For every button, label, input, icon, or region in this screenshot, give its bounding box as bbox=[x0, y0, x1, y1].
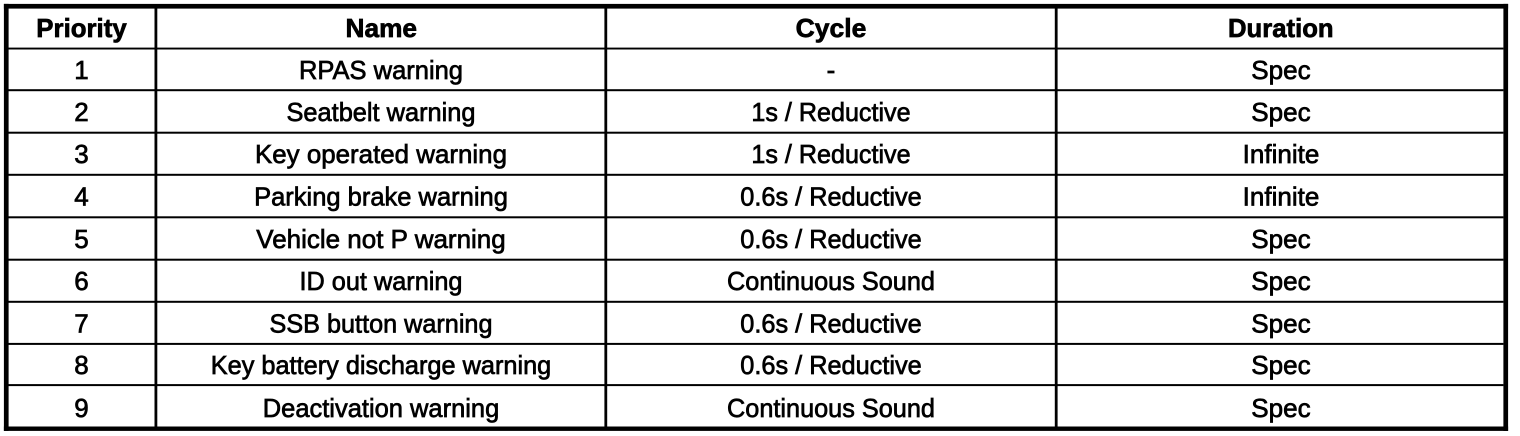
svg-text:Seatbelt warning: Seatbelt warning bbox=[287, 97, 476, 127]
svg-text:Key battery discharge warning: Key battery discharge warning bbox=[211, 350, 552, 380]
svg-text:RPAS warning: RPAS warning bbox=[299, 55, 463, 85]
svg-text:Spec: Spec bbox=[1251, 266, 1310, 296]
svg-text:0.6s / Reductive: 0.6s / Reductive bbox=[740, 308, 921, 338]
svg-text:Infinite: Infinite bbox=[1243, 182, 1320, 212]
svg-text:7: 7 bbox=[74, 308, 88, 338]
svg-text:Vehicle not P warning: Vehicle not P warning bbox=[256, 224, 505, 254]
svg-text:3: 3 bbox=[74, 139, 88, 169]
svg-text:Spec: Spec bbox=[1251, 350, 1310, 380]
svg-text:Deactivation warning: Deactivation warning bbox=[263, 393, 500, 423]
svg-text:1s / Reductive: 1s / Reductive bbox=[751, 139, 910, 169]
svg-text:2: 2 bbox=[74, 97, 88, 127]
svg-text:Continuous Sound: Continuous Sound bbox=[727, 393, 935, 423]
svg-text:Parking brake warning: Parking brake warning bbox=[254, 182, 508, 212]
svg-text:Key operated warning: Key operated warning bbox=[255, 139, 507, 169]
svg-text:Spec: Spec bbox=[1251, 55, 1310, 85]
svg-text:Spec: Spec bbox=[1251, 393, 1310, 423]
svg-text:0.6s / Reductive: 0.6s / Reductive bbox=[740, 350, 921, 380]
svg-text:9: 9 bbox=[74, 393, 88, 423]
svg-text:Duration: Duration bbox=[1228, 13, 1334, 43]
svg-text:Name: Name bbox=[346, 13, 418, 43]
svg-text:8: 8 bbox=[74, 350, 88, 380]
svg-text:1s / Reductive: 1s / Reductive bbox=[751, 97, 910, 127]
svg-text:0.6s / Reductive: 0.6s / Reductive bbox=[740, 224, 921, 254]
svg-text:Spec: Spec bbox=[1251, 308, 1310, 338]
svg-text:Priority: Priority bbox=[36, 13, 127, 43]
svg-text:-: - bbox=[827, 55, 836, 85]
svg-text:ID out warning: ID out warning bbox=[300, 266, 463, 296]
svg-text:Spec: Spec bbox=[1251, 97, 1310, 127]
svg-text:Cycle: Cycle bbox=[796, 13, 867, 43]
svg-text:5: 5 bbox=[74, 224, 88, 254]
svg-text:Infinite: Infinite bbox=[1243, 139, 1320, 169]
svg-text:6: 6 bbox=[74, 266, 88, 296]
svg-text:Spec: Spec bbox=[1251, 224, 1310, 254]
svg-text:1: 1 bbox=[74, 55, 88, 85]
svg-text:Continuous Sound: Continuous Sound bbox=[727, 266, 935, 296]
svg-text:SSB button warning: SSB button warning bbox=[270, 308, 493, 338]
svg-text:0.6s / Reductive: 0.6s / Reductive bbox=[740, 182, 921, 212]
svg-text:4: 4 bbox=[74, 182, 88, 212]
